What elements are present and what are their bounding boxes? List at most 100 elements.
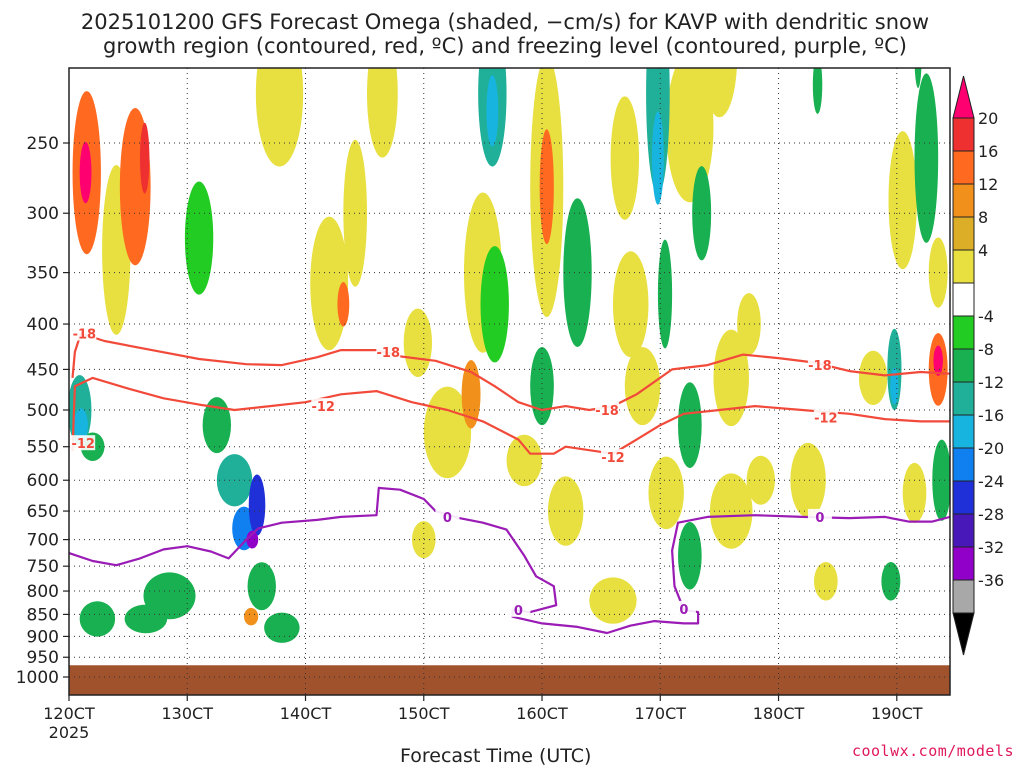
omega-blob bbox=[651, 111, 664, 205]
contour-freezing-label-bg bbox=[671, 600, 696, 616]
plot-frame bbox=[68, 67, 951, 696]
colorbar-swatch bbox=[952, 216, 975, 251]
contour-freezing-label: 0 bbox=[815, 511, 824, 526]
plot-area bbox=[69, 68, 950, 695]
contour-freezing-label-bg bbox=[807, 508, 832, 524]
colorbar-swatch bbox=[952, 282, 975, 317]
omega-blob bbox=[928, 237, 948, 308]
contour-freezing-label-bg bbox=[435, 508, 460, 524]
omega-blob bbox=[713, 329, 749, 427]
x-tick-label: 140CT bbox=[280, 704, 332, 723]
colorbar-cap-bottom bbox=[952, 612, 975, 656]
omega-blob bbox=[624, 347, 661, 426]
omega-blob bbox=[202, 397, 232, 454]
omega-blob bbox=[403, 308, 433, 378]
y-tick-label: 500 bbox=[27, 401, 59, 421]
omega-blob bbox=[79, 601, 116, 637]
colorbar-swatch bbox=[952, 381, 975, 416]
colorbar-label: -28 bbox=[978, 505, 1004, 524]
omega-blob bbox=[914, 68, 922, 88]
colorbar-swatch bbox=[952, 579, 975, 614]
omega-blob bbox=[480, 246, 509, 363]
y-tick-label: 950 bbox=[27, 648, 59, 668]
omega-shading bbox=[69, 68, 950, 643]
y-tick-label: 600 bbox=[27, 471, 59, 491]
contour-minus12 bbox=[71, 376, 950, 455]
omega-blob bbox=[79, 142, 92, 204]
omega-blob bbox=[902, 462, 927, 523]
omega-blob bbox=[914, 73, 939, 243]
y-tick-label: 800 bbox=[27, 582, 59, 602]
omega-blob bbox=[890, 367, 899, 405]
omega-blob bbox=[530, 347, 554, 426]
colorbar-label: -4 bbox=[978, 307, 994, 326]
colorbar-label: -36 bbox=[978, 571, 1004, 590]
omega-blob bbox=[248, 474, 266, 536]
colorbar-label: 16 bbox=[978, 142, 998, 161]
omega-blob bbox=[264, 612, 300, 643]
colorbar-swatch bbox=[952, 315, 975, 350]
y-tick-label: 550 bbox=[27, 438, 59, 458]
chart-title-line-2: growth region (contoured, red, ºC) and f… bbox=[103, 34, 907, 58]
omega-blob bbox=[411, 521, 436, 559]
contour-minus18-label: -18 bbox=[73, 328, 97, 343]
contour-minus12-label-bg bbox=[71, 435, 96, 451]
y-tick-label: 900 bbox=[27, 627, 59, 647]
omega-blob bbox=[547, 476, 584, 546]
colorbar-label: 12 bbox=[978, 175, 998, 194]
colorbar-label: -12 bbox=[978, 373, 1004, 392]
axes: 2503003504004505005506006507007508008509… bbox=[16, 134, 923, 742]
ground-layer bbox=[69, 665, 950, 695]
ground-fill bbox=[69, 665, 950, 695]
chart-title-line-1: 2025101200 GFS Forecast Omega (shaded, −… bbox=[80, 10, 930, 34]
contour-freezing-label-bg bbox=[506, 601, 531, 617]
omega-blob bbox=[367, 68, 398, 158]
colorbar-swatch bbox=[952, 513, 975, 548]
omega-blob bbox=[255, 68, 304, 167]
colorbar: 20 16 12 8 4 -4 -8 -12 -16 -20 -24 -28 -32 -36 bbox=[952, 75, 1004, 656]
contour-freezing-label: 0 bbox=[679, 603, 688, 618]
y-tick-label: 850 bbox=[27, 605, 59, 625]
colorbar-swatch bbox=[952, 546, 975, 581]
contour-minus12-label: -12 bbox=[601, 451, 625, 466]
y-tick-label: 700 bbox=[27, 531, 59, 551]
contour-minus18-label: -18 bbox=[595, 404, 619, 419]
omega-blob bbox=[701, 68, 737, 118]
x-tick-sublabel: 2025 bbox=[49, 723, 90, 742]
omega-blob bbox=[246, 530, 259, 549]
contour-minus18-label: -18 bbox=[377, 346, 401, 361]
omega-blob bbox=[932, 439, 950, 521]
x-tick-label: 180CT bbox=[753, 704, 805, 723]
omega-blob bbox=[648, 456, 684, 530]
colorbar-label: 4 bbox=[978, 241, 988, 260]
contour-minus12-label: -12 bbox=[71, 437, 95, 452]
contour-minus12-label-bg bbox=[311, 398, 336, 414]
omega-blob bbox=[244, 607, 259, 626]
credit-link[interactable]: coolwx.com/models bbox=[851, 742, 1014, 760]
x-tick-label: 150CT bbox=[398, 704, 450, 723]
omega-blob bbox=[933, 345, 943, 376]
colorbar-swatch bbox=[952, 249, 975, 284]
x-tick-label: 160CT bbox=[516, 704, 568, 723]
contour-minus12-label: -12 bbox=[311, 400, 335, 415]
omega-blob bbox=[881, 561, 901, 601]
y-tick-label: 750 bbox=[27, 557, 59, 577]
omega-blob bbox=[858, 350, 888, 406]
y-tick-label: 650 bbox=[27, 502, 59, 522]
colorbar-label: 20 bbox=[978, 109, 998, 128]
y-tick-label: 1000 bbox=[16, 668, 59, 688]
x-tick-label: 170CT bbox=[635, 704, 687, 723]
omega-blob bbox=[589, 577, 637, 624]
contour-minus12-label-bg bbox=[600, 449, 625, 465]
colorbar-label: -20 bbox=[978, 439, 1004, 458]
omega-blob bbox=[73, 408, 88, 442]
colorbar-swatch bbox=[952, 480, 975, 515]
contour-minus12-label-bg bbox=[813, 409, 838, 425]
x-tick-label: 120CT bbox=[43, 704, 95, 723]
omega-blob bbox=[746, 455, 775, 505]
x-axis-title: Forecast Time (UTC) bbox=[400, 745, 592, 767]
contour-freezing-label: 0 bbox=[514, 604, 523, 619]
colorbar-swatch bbox=[952, 348, 975, 383]
omega-blob bbox=[563, 198, 592, 347]
contour-minus18 bbox=[71, 332, 950, 412]
